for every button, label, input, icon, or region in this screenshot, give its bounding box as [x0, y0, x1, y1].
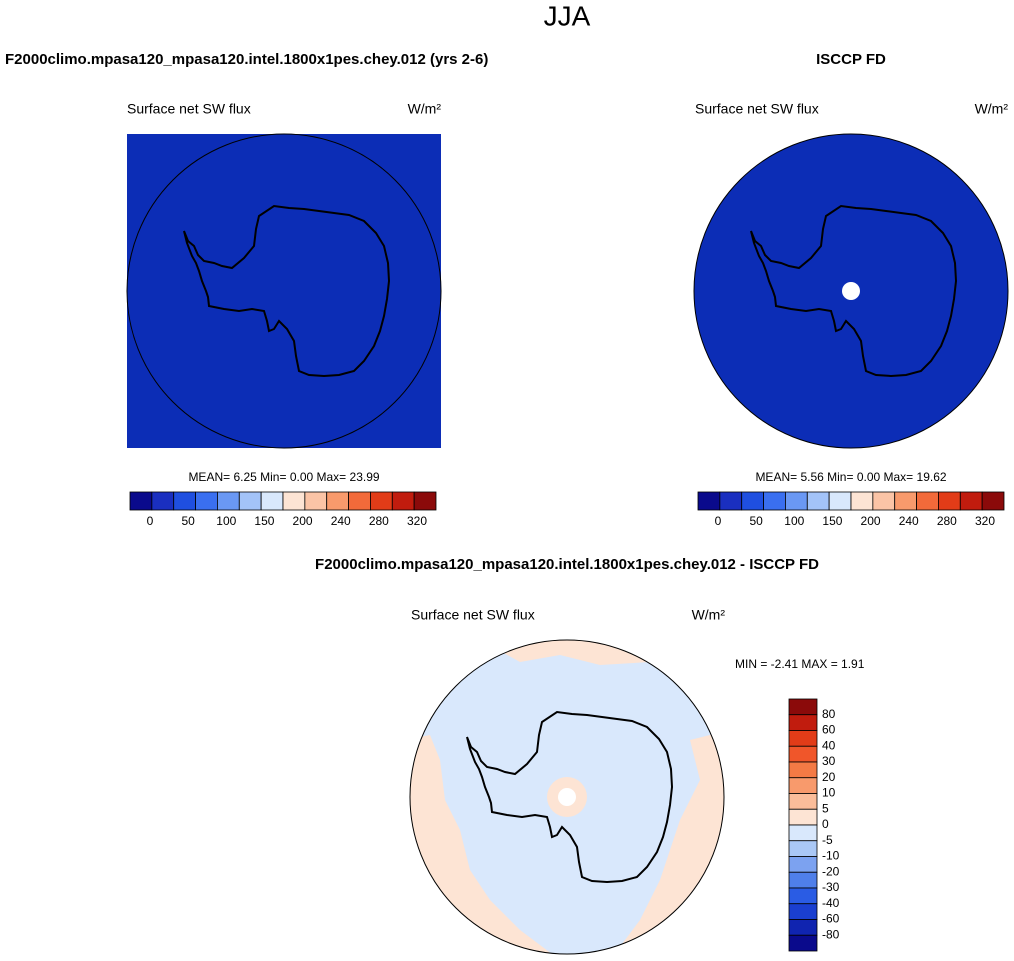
- colorbar-box: [413, 491, 437, 511]
- colorbar-label: 200: [861, 514, 881, 528]
- colorbar-label: 320: [407, 514, 427, 528]
- left-label: Surface net SW flux: [411, 607, 535, 623]
- map-boundary: [126, 133, 442, 449]
- colorbar-label: 100: [216, 514, 236, 528]
- colorbar-label: 50: [749, 514, 763, 528]
- colorbar-box: [697, 491, 721, 511]
- colorbar-label: 240: [899, 514, 919, 528]
- colorbar-box: [788, 840, 818, 857]
- colorbar-label: 20: [822, 770, 836, 784]
- colorbar-box: [195, 491, 218, 511]
- colorbar-label: 280: [937, 514, 957, 528]
- missing-data: [842, 282, 860, 300]
- colorbar-label: -60: [822, 912, 840, 926]
- colorbar-label: 30: [822, 754, 836, 768]
- colorbar-box: [788, 793, 818, 810]
- colorbar-label: -20: [822, 864, 840, 878]
- stats: MIN = -2.41 MAX = 1.91: [735, 657, 865, 671]
- colorbar-box: [894, 491, 917, 511]
- colorbar-label: 280: [369, 514, 389, 528]
- colorbar-box: [788, 919, 818, 936]
- colorbar-box: [850, 491, 874, 511]
- figure-title: JJA: [544, 0, 591, 31]
- colorbar-label: 40: [822, 738, 836, 752]
- colorbar-box: [959, 491, 983, 511]
- colorbar-box: [260, 491, 284, 511]
- colorbar-box: [741, 491, 764, 511]
- panel-title: F2000climo.mpasa120_mpasa120.intel.1800x…: [5, 51, 488, 68]
- colorbar-box: [938, 491, 961, 511]
- units: W/m²: [692, 607, 726, 623]
- colorbar-box: [788, 903, 818, 920]
- colorbar-box: [151, 491, 175, 511]
- panel-title: ISCCP FD: [816, 51, 886, 68]
- map-boundary: [409, 639, 725, 955]
- colorbar-label: 150: [254, 514, 274, 528]
- colorbar-box: [788, 871, 818, 889]
- colorbar-box: [981, 491, 1005, 511]
- colorbar-box: [788, 714, 818, 731]
- colorbar-box: [304, 491, 328, 511]
- colorbar-box: [788, 824, 818, 842]
- colorbar-box: [788, 777, 818, 794]
- colorbar-label: 200: [293, 514, 313, 528]
- colorbar-box: [173, 491, 196, 511]
- colorbar-box: [828, 491, 852, 511]
- colorbar-box: [872, 491, 896, 511]
- colorbar-box: [763, 491, 786, 511]
- colorbar-label: 0: [147, 514, 154, 528]
- map-background: [127, 134, 441, 448]
- units: W/m²: [408, 101, 442, 117]
- colorbar-label: 150: [822, 514, 842, 528]
- colorbar-box: [785, 491, 808, 511]
- colorbar-box: [282, 491, 306, 511]
- colorbar-box: [788, 730, 818, 747]
- panel-title: F2000climo.mpasa120_mpasa120.intel.1800x…: [315, 556, 819, 573]
- colorbar-box: [326, 491, 349, 511]
- colorbar-label: 100: [784, 514, 804, 528]
- colorbar-box: [788, 887, 818, 905]
- left-label: Surface net SW flux: [695, 101, 819, 117]
- colorbar-box: [391, 491, 415, 511]
- colorbar-label: -80: [822, 927, 840, 941]
- colorbar-label: 80: [822, 707, 836, 721]
- colorbar-box: [719, 491, 743, 511]
- colorbar-box: [217, 491, 240, 511]
- colorbar-label: 10: [822, 786, 836, 800]
- colorbar-label: -10: [822, 849, 840, 863]
- colorbar-label: 50: [181, 514, 195, 528]
- stats: MEAN= 6.25 Min= 0.00 Max= 23.99: [188, 470, 379, 484]
- colorbar-box: [788, 934, 818, 952]
- colorbar-label: 240: [331, 514, 351, 528]
- colorbar-box: [788, 745, 818, 763]
- colorbar-box: [788, 808, 818, 826]
- colorbar-box: [238, 491, 262, 511]
- colorbar-label: -5: [822, 833, 833, 847]
- colorbar-label: 60: [822, 723, 836, 737]
- colorbar-box: [788, 698, 818, 716]
- colorbar-label: -30: [822, 880, 840, 894]
- colorbar-label: 0: [715, 514, 722, 528]
- missing-data: [558, 788, 576, 806]
- colorbar-box: [788, 761, 818, 779]
- colorbar-box: [806, 491, 830, 511]
- left-label: Surface net SW flux: [127, 101, 251, 117]
- stats: MEAN= 5.56 Min= 0.00 Max= 19.62: [755, 470, 946, 484]
- units: W/m²: [975, 101, 1009, 117]
- colorbar-box: [916, 491, 939, 511]
- colorbar-label: 5: [822, 801, 829, 815]
- colorbar-label: 0: [822, 817, 829, 831]
- colorbar-box: [370, 491, 393, 511]
- colorbar-box: [788, 856, 818, 873]
- colorbar-box: [348, 491, 371, 511]
- colorbar-label: -40: [822, 896, 840, 910]
- colorbar-label: 320: [975, 514, 995, 528]
- colorbar-box: [129, 491, 153, 511]
